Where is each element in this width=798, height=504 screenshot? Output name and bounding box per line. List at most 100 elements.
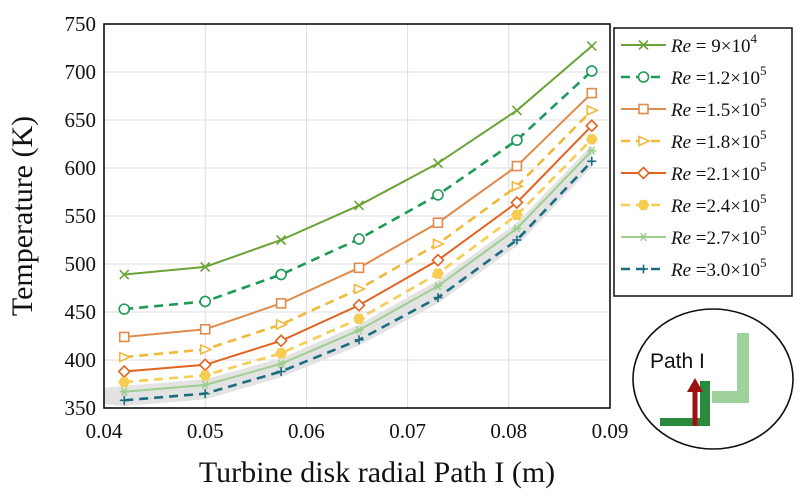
series-5 xyxy=(117,119,599,379)
data-point xyxy=(275,348,288,359)
legend-label: Re =2.1×105 xyxy=(670,159,766,185)
legend: Re = 9×104 Re =1.2×105 Re =1.5×105 Re =1.8×… xyxy=(613,27,793,297)
data-point xyxy=(353,233,365,245)
grid-lines xyxy=(104,24,610,408)
data-point xyxy=(353,313,365,324)
legend-swatch-marker xyxy=(638,39,649,51)
data-point xyxy=(200,389,210,399)
inset-ellipse xyxy=(632,308,794,450)
data-point xyxy=(511,160,523,172)
data-point xyxy=(118,351,132,363)
x-tick-label: 0.04 xyxy=(86,419,123,443)
data-point xyxy=(511,134,523,146)
series-7 xyxy=(119,146,597,396)
data-point xyxy=(198,358,212,372)
series-group xyxy=(117,41,600,405)
y-tick-labels: 350 400 450 500 550 600 650 700 750 xyxy=(65,12,97,420)
y-tick-label: 350 xyxy=(65,396,97,420)
series-1 xyxy=(119,41,597,280)
y-tick-label: 550 xyxy=(65,204,97,228)
data-point xyxy=(585,119,599,133)
legend-swatch-marker xyxy=(639,232,648,242)
data-point xyxy=(354,325,364,335)
legend-label: Re =3.0×105 xyxy=(670,255,766,281)
data-point xyxy=(118,303,131,315)
legend-label: Re =1.5×105 xyxy=(670,95,766,121)
data-point xyxy=(118,376,131,388)
legend-entry: Re =1.8×105 xyxy=(621,127,766,153)
legend-label: Re =2.4×105 xyxy=(670,191,766,217)
data-point xyxy=(354,335,364,345)
y-tick-label: 450 xyxy=(65,300,97,324)
legend-entry: Re = 9×104 xyxy=(621,31,757,57)
data-point xyxy=(199,295,211,308)
legend-label: Re =1.8×105 xyxy=(670,127,766,153)
y-tick-label: 700 xyxy=(65,60,97,84)
legend-swatch-marker xyxy=(638,103,649,115)
series-6 xyxy=(118,134,598,388)
series-2 xyxy=(118,65,598,315)
data-point xyxy=(510,209,523,221)
data-point xyxy=(275,268,287,281)
data-point xyxy=(431,253,445,267)
y-axis-label: Temperature (K) xyxy=(6,116,39,316)
legend-swatch-marker xyxy=(637,199,650,211)
x-tick-label: 0.05 xyxy=(187,419,224,443)
data-point xyxy=(511,105,522,116)
data-point xyxy=(276,367,286,377)
x-tick-label: 0.07 xyxy=(389,419,426,443)
y-tick-label: 500 xyxy=(65,252,97,276)
legend-entry: Re =2.4×105 xyxy=(621,191,766,217)
data-point xyxy=(200,380,210,390)
data-point xyxy=(433,281,443,291)
data-point xyxy=(433,293,443,303)
plot-frame xyxy=(103,23,611,409)
data-point xyxy=(274,334,288,348)
inset-path-label: Path I xyxy=(650,350,705,373)
legend-entry: Re =1.5×105 xyxy=(621,95,766,121)
x-tick-label: 0.08 xyxy=(490,419,527,443)
legend-swatch-marker xyxy=(639,264,648,274)
legend-swatch-marker xyxy=(637,71,650,83)
data-point xyxy=(200,261,211,272)
data-point xyxy=(276,234,287,246)
legend-entry: Re =2.1×105 xyxy=(621,159,766,185)
data-point xyxy=(275,318,289,331)
y-tick-label: 400 xyxy=(65,348,97,372)
legend-swatch-marker xyxy=(636,166,651,180)
inset-path-diagram: Path I xyxy=(632,308,794,450)
inset-dark-strip-vertical xyxy=(700,381,710,426)
data-point xyxy=(432,217,444,229)
inset-light-strip-horizontal xyxy=(712,391,749,403)
data-point xyxy=(432,158,444,169)
data-point xyxy=(586,87,598,99)
inset-light-strip-vertical xyxy=(737,333,749,403)
data-point xyxy=(119,269,130,280)
x-axis-label: Turbine disk radial Path I (m) xyxy=(199,456,555,489)
data-point xyxy=(199,323,211,335)
legend-label: Re =2.7×105 xyxy=(670,223,766,249)
data-point xyxy=(119,395,129,405)
data-point xyxy=(275,298,287,309)
data-point xyxy=(586,41,597,52)
legend-swatch-marker xyxy=(638,135,651,147)
inset-dark-strip-horizontal xyxy=(660,418,710,426)
data-point xyxy=(512,224,522,233)
series-4 xyxy=(118,104,600,363)
data-point xyxy=(118,331,130,343)
data-point xyxy=(352,298,366,312)
series-8 xyxy=(119,156,597,405)
inset-arrow-head xyxy=(687,378,703,392)
data-point xyxy=(199,343,213,356)
data-point xyxy=(353,262,365,274)
legend-entry: Re =2.7×105 xyxy=(621,223,766,249)
data-point xyxy=(587,146,597,156)
data-point xyxy=(353,283,367,295)
data-point xyxy=(119,387,129,396)
x-tick-label: 0.09 xyxy=(592,419,629,443)
data-point xyxy=(585,65,598,77)
y-tick-label: 600 xyxy=(65,156,97,180)
data-point xyxy=(511,180,525,192)
data-point xyxy=(432,268,444,279)
